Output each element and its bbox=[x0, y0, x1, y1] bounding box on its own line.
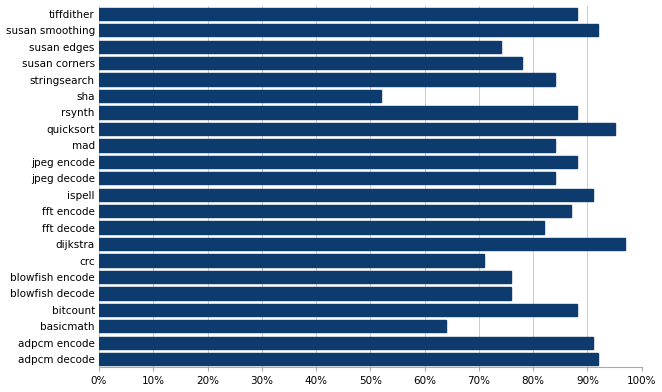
Bar bbox=[99, 106, 577, 119]
Bar bbox=[99, 40, 500, 53]
Bar bbox=[99, 57, 522, 69]
Bar bbox=[99, 7, 577, 20]
Bar bbox=[99, 139, 555, 152]
Bar bbox=[99, 287, 512, 299]
Bar bbox=[99, 73, 555, 86]
Bar bbox=[99, 254, 485, 267]
Bar bbox=[99, 320, 446, 332]
Bar bbox=[99, 156, 577, 168]
Bar bbox=[99, 304, 577, 316]
Bar bbox=[99, 189, 593, 201]
Bar bbox=[99, 221, 544, 234]
Bar bbox=[99, 271, 512, 283]
Bar bbox=[99, 337, 593, 349]
Bar bbox=[99, 90, 381, 102]
Bar bbox=[99, 353, 598, 365]
Bar bbox=[99, 172, 555, 184]
Bar bbox=[99, 123, 614, 135]
Bar bbox=[99, 205, 571, 217]
Bar bbox=[99, 24, 598, 36]
Bar bbox=[99, 238, 626, 250]
